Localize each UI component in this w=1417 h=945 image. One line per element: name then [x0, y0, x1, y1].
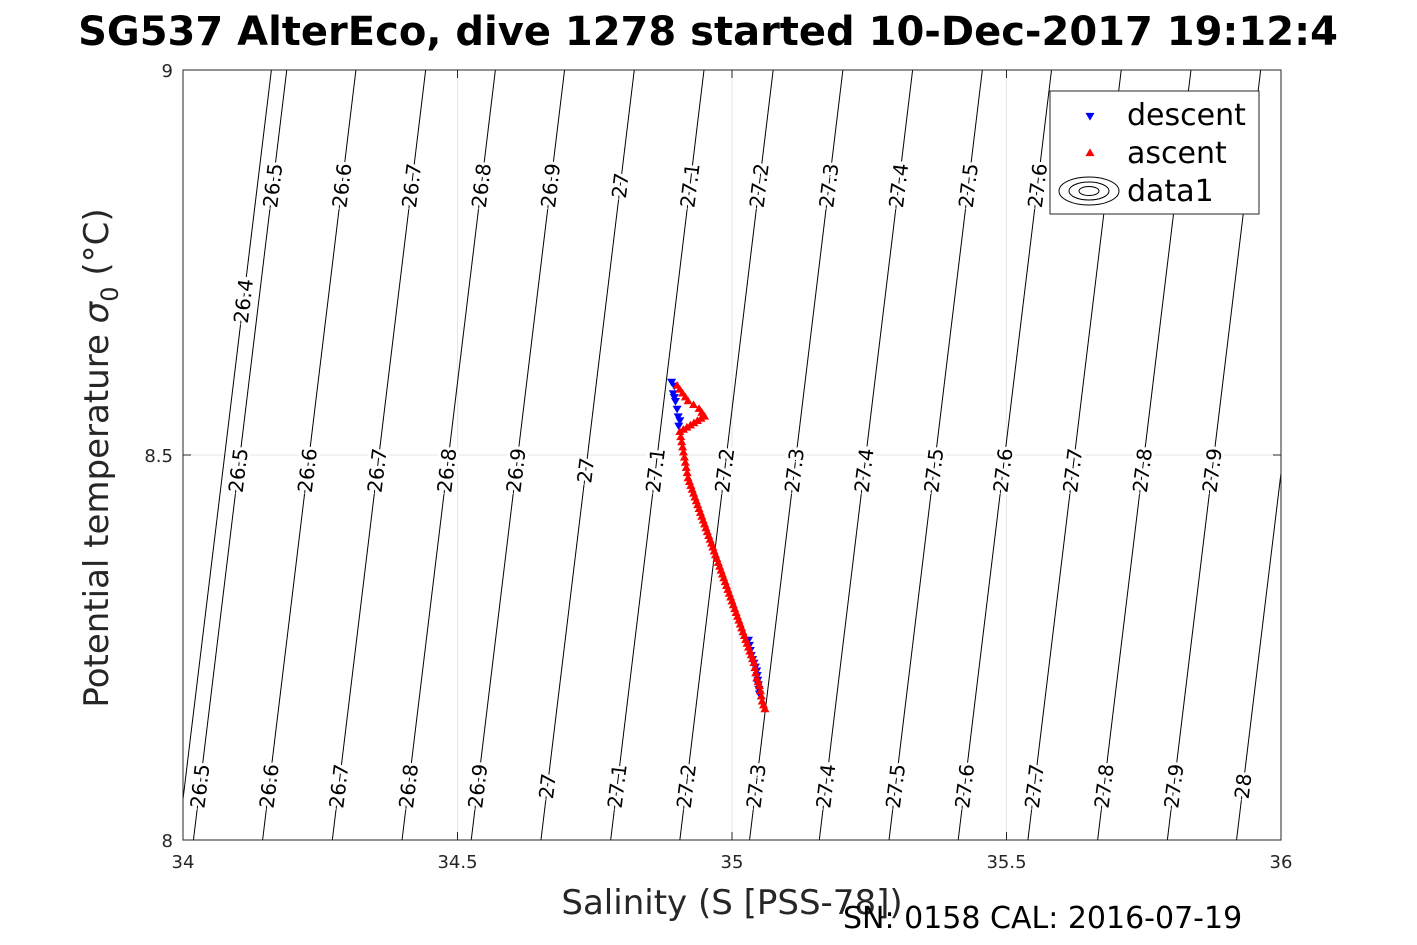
- x-tick-label: 35: [721, 852, 744, 873]
- contour-line: [183, 70, 272, 804]
- data-series: [667, 378, 770, 713]
- legend-box: [1049, 90, 1260, 215]
- y-tick-label: 8.5: [144, 446, 173, 467]
- contour-line: [818, 70, 914, 840]
- descent-point: [674, 422, 684, 431]
- contour-line: [470, 70, 566, 840]
- descent-point: [669, 394, 679, 402]
- descent-point: [670, 397, 680, 406]
- y-tick-label: 9: [162, 61, 173, 82]
- series-ascent: [672, 381, 770, 713]
- contour-label: 27: [607, 171, 634, 199]
- grid-lines: [183, 70, 1281, 840]
- x-axis-ticks: 34 34.5 35 35.5 36: [172, 70, 1293, 873]
- ascent-point: [683, 396, 693, 405]
- legend-descent-label: descent: [1127, 98, 1246, 133]
- legend-contour-icon: [1058, 176, 1120, 206]
- x-axis-label: Salinity (S [PSS-78]): [561, 883, 902, 923]
- contour-label: 27.4: [849, 447, 878, 494]
- contour-line: [1306, 70, 1399, 840]
- contour-line: [192, 70, 288, 840]
- contour-label: 28: [1230, 772, 1257, 800]
- contour-line: [610, 70, 705, 840]
- descent-point: [675, 417, 685, 425]
- y-axis-label: Potential temperature σ0 (°C): [77, 208, 124, 707]
- legend-ascent-triangle: [1085, 148, 1095, 157]
- descent-point: [673, 413, 683, 422]
- x-tick-label: 34: [172, 852, 195, 873]
- descent-point: [667, 378, 677, 387]
- contour-line: [540, 70, 635, 840]
- legend-descent-triangle: [1085, 112, 1095, 121]
- x-tick-label: 36: [1270, 852, 1293, 873]
- legend: descent ascent data1: [1049, 90, 1260, 215]
- y-axis-label-unit: (°C): [77, 208, 117, 286]
- contour-label: 27.1: [641, 447, 670, 494]
- contour-label: 27: [572, 456, 599, 484]
- legend-ascent-label: ascent: [1127, 136, 1227, 171]
- y-axis-label-sigma: σ: [77, 300, 117, 323]
- ascent-point: [689, 400, 699, 409]
- x-tick-label: 35.5: [986, 852, 1026, 873]
- contour-line: [957, 70, 1053, 840]
- ascent-point: [760, 704, 770, 713]
- calibration-footer: SN: 0158 CAL: 2016-07-19: [843, 901, 1242, 936]
- y-tick-label: 8: [162, 831, 173, 852]
- contour-line: [1236, 468, 1281, 840]
- y-axis-ticks: 88.59: [144, 61, 1281, 852]
- contour-label: 27.6: [950, 763, 979, 810]
- chart-title: SG537 AlterEco, dive 1278 started 10-Dec…: [78, 9, 1338, 55]
- y-axis-label-subscript: 0: [96, 286, 124, 301]
- contour-line: [401, 70, 496, 840]
- contour-label: 27.5: [919, 447, 948, 494]
- contour-line: [888, 70, 983, 840]
- legend-data1-label: data1: [1127, 174, 1214, 209]
- x-tick-label: 34.5: [437, 852, 477, 873]
- contour-label: 27: [534, 772, 561, 800]
- contour-line: [679, 70, 774, 840]
- y-axis-label-text: Potential temperature: [77, 323, 117, 707]
- descent-point: [668, 390, 678, 398]
- contour-label: 26.9: [501, 447, 530, 494]
- contour-label: 27.6: [1023, 162, 1052, 209]
- contour-line: [262, 70, 357, 840]
- contour-label: 26.6: [327, 162, 356, 209]
- legend-ascent-marker: [1085, 148, 1095, 157]
- legend-descent-marker: [1085, 112, 1095, 121]
- contour-line: [331, 70, 427, 840]
- descent-point: [672, 405, 682, 414]
- contour-label: 27.3: [814, 162, 843, 209]
